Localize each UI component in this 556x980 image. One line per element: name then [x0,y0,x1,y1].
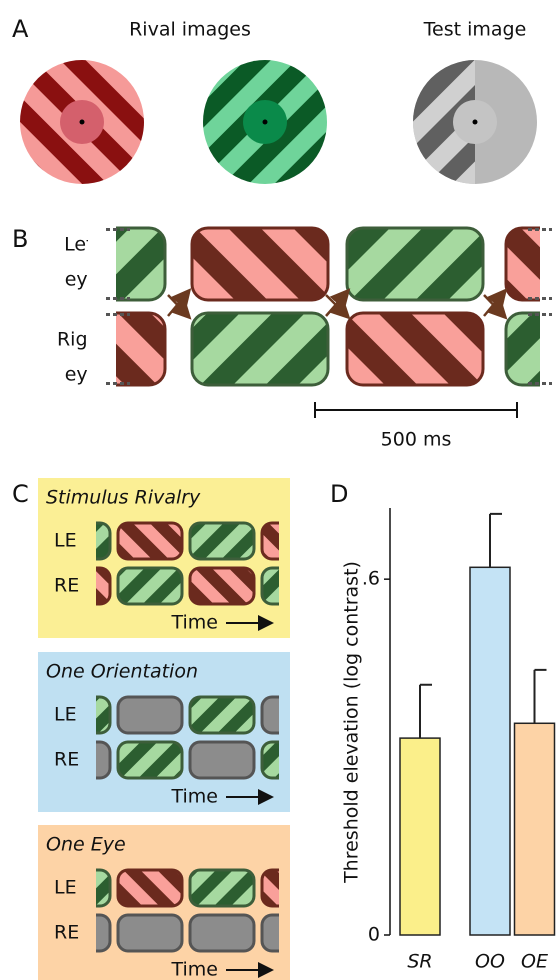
mask [88,220,116,390]
panel-label: C [12,480,29,508]
mask [540,220,556,390]
percept-box [192,228,328,300]
mask [290,825,306,980]
condition-title: One Eye [46,834,126,856]
percept-box [190,742,254,778]
panel-title: Rival images [129,19,251,41]
time-label: Time [171,786,219,808]
x-tick-label: OE [521,951,548,973]
mask [80,865,96,955]
row-label: RE [54,749,79,771]
percept-box [347,313,483,385]
percept-box [190,915,254,951]
scale-label: 500 ms [381,429,452,451]
y-axis-label: Threshold elevation (log contrast) [341,561,363,884]
percept-box [118,742,182,778]
row-label: LE [54,530,77,552]
percept-box [192,313,328,385]
percept-box [118,915,182,951]
percept-box [118,568,182,604]
row-label: RE [54,922,79,944]
mask [290,478,306,638]
timeline-b [88,220,556,390]
error-bar [535,670,547,723]
bar [400,738,440,935]
percept-box [347,228,483,300]
bar [470,567,510,935]
mask [279,865,290,955]
percept-box [190,523,254,559]
row-label: LE [54,704,77,726]
time-label: Time [171,612,219,634]
scale-bar [315,402,517,418]
percept-box [190,697,254,733]
bar-chart: 0 .6 SR OO OE [362,508,555,973]
panel-label: A [12,15,29,43]
percept-box [190,870,254,906]
percept-box [190,568,254,604]
panel-title: Test image [423,19,527,41]
mask [80,692,96,782]
bar [515,723,555,935]
y-tick-label: 0 [368,924,380,946]
mask [279,518,290,608]
condition-title: One Orientation [46,661,198,683]
fixation-dot [80,120,85,125]
mask [279,692,290,782]
time-label: Time [171,959,219,980]
percept-box [118,523,182,559]
row-label: RE [54,575,79,597]
panel-label: D [330,480,348,508]
figure: A Rival images Test image B Left eye Rig… [0,0,556,980]
error-bar [420,685,432,738]
x-tick-label: SR [407,951,432,973]
mask [80,518,96,608]
error-bar [490,514,502,567]
y-tick-label: .6 [362,568,380,590]
panel-label: B [12,225,28,253]
row-label: LE [54,877,77,899]
mask [290,652,306,812]
percept-box [118,870,182,906]
condition-title: Stimulus Rivalry [46,487,201,509]
percept-box [118,697,182,733]
conditions: Stimulus Rivalry LE RE Time One Orientation L… [38,478,306,980]
x-tick-label: OO [475,951,505,973]
fixation-dot [263,120,268,125]
fixation-dot [473,120,478,125]
